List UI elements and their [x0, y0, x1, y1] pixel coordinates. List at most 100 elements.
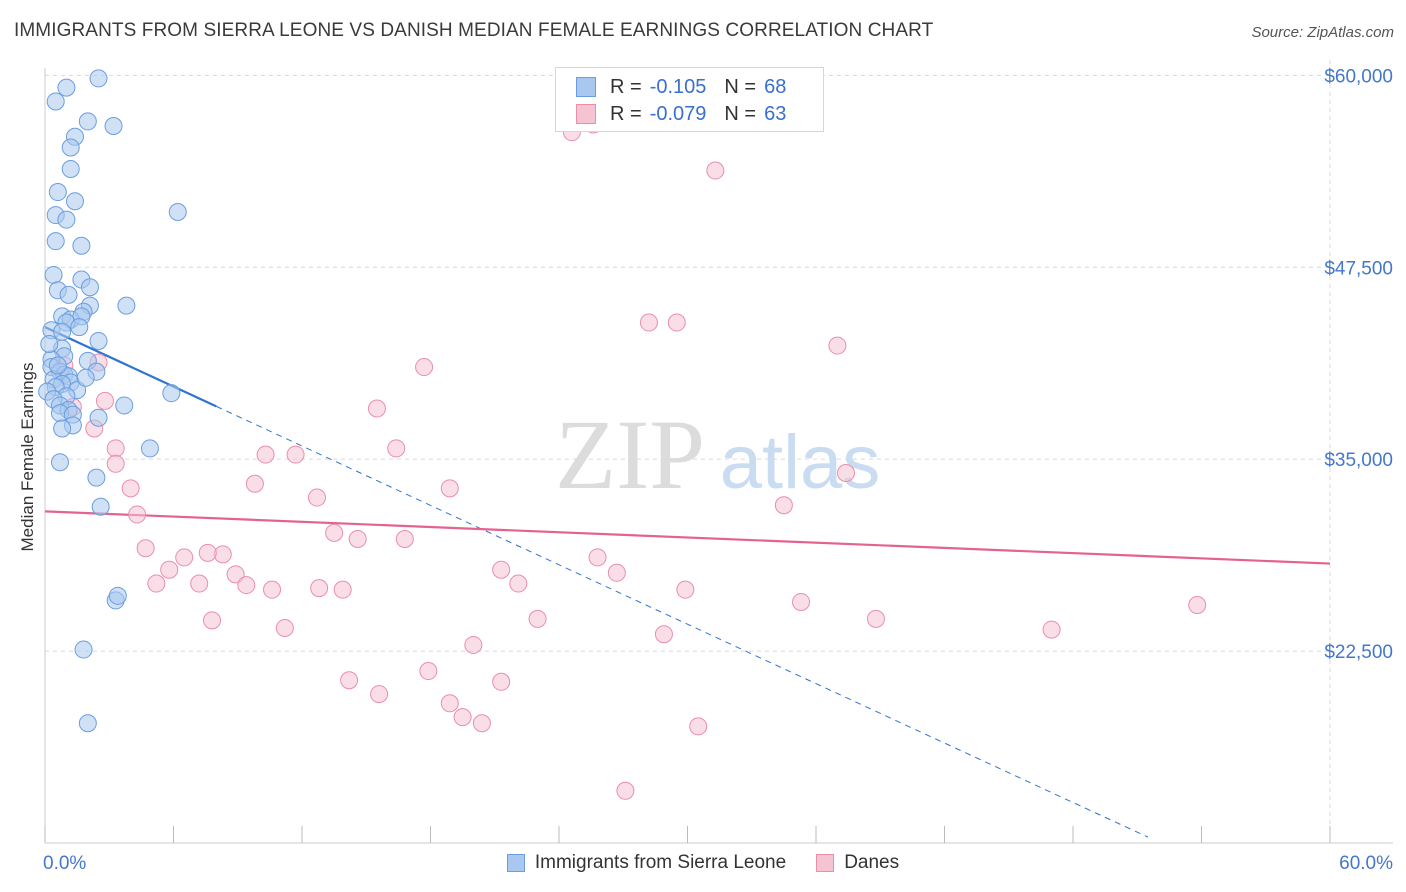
data-point-danes [676, 580, 695, 599]
y-tick-label: $22,500 [1324, 642, 1393, 663]
data-point-danes [464, 635, 483, 654]
data-point-sierra-leone [46, 232, 65, 251]
legend-label-sierra-leone: Immigrants from Sierra Leone [534, 852, 787, 873]
data-point-sierra-leone [117, 296, 136, 315]
n-label: N = [724, 75, 757, 98]
danes-points [55, 115, 1207, 800]
r-label: R = [610, 102, 642, 125]
data-point-sierra-leone [76, 368, 95, 387]
axes [44, 68, 1393, 844]
stats-row-pink: R = -0.079 N = 63 [576, 100, 786, 128]
data-point-sierra-leone [59, 285, 78, 304]
watermark-zip: ZIP [555, 399, 705, 510]
data-point-danes [333, 580, 352, 599]
data-point-danes [275, 619, 294, 638]
data-point-sierra-leone [50, 453, 69, 472]
data-point-danes [395, 530, 414, 549]
data-point-sierra-leone [65, 192, 84, 211]
data-point-sierra-leone [89, 331, 108, 350]
data-point-danes [828, 336, 847, 355]
data-point-sierra-leone [168, 202, 187, 221]
y-tick-label: $60,000 [1324, 66, 1393, 87]
data-point-danes [198, 543, 217, 562]
data-point-danes [286, 445, 305, 464]
r-label: R = [610, 75, 642, 98]
data-point-danes [203, 611, 222, 630]
n-value-blue: 68 [764, 75, 787, 98]
data-point-sierra-leone [91, 497, 110, 516]
data-point-danes [128, 505, 147, 524]
trend-line-danes [44, 510, 1331, 565]
sierra-leone-points [38, 69, 187, 733]
trend-line-sierra-leone [44, 326, 217, 408]
source-label: Source: ZipAtlas.com [1251, 24, 1394, 41]
data-point-sierra-leone [61, 160, 80, 179]
data-point-sierra-leone [74, 640, 93, 659]
data-point-danes [492, 560, 511, 579]
data-point-danes [415, 358, 434, 377]
data-point-sierra-leone [44, 265, 63, 284]
data-point-sierra-leone [48, 356, 67, 375]
data-point-danes [136, 539, 155, 558]
stats-legend: R = -0.105 N = 68 R = -0.079 N = 63 [555, 67, 824, 132]
r-value-blue: -0.105 [649, 75, 707, 98]
data-point-sierra-leone [78, 714, 97, 733]
data-point-danes [106, 439, 125, 458]
x-tick-label: 0.0% [43, 853, 86, 874]
data-point-danes [528, 609, 547, 628]
data-point-sierra-leone [80, 278, 99, 297]
data-point-sierra-leone [70, 318, 89, 337]
data-point-danes [836, 463, 855, 482]
watermark: ZIP atlas [555, 399, 880, 510]
data-point-danes [639, 313, 658, 332]
pink-swatch [576, 104, 596, 124]
stats-row-blue: R = -0.105 N = 68 [576, 73, 786, 101]
data-point-sierra-leone [53, 322, 72, 341]
data-point-danes [307, 488, 326, 507]
bottom-legend: Immigrants from Sierra Leone Danes [0, 852, 1406, 874]
legend-label-danes: Danes [844, 852, 900, 873]
blue-swatch [576, 77, 596, 97]
data-point-danes [213, 545, 232, 564]
data-point-danes [237, 576, 256, 595]
data-point-sierra-leone [46, 92, 65, 111]
data-point-danes [588, 548, 607, 567]
y-axis-label: Median Female Earnings [18, 363, 37, 552]
legend-item-sierra-leone[interactable]: Immigrants from Sierra Leone [506, 852, 787, 874]
data-point-danes [667, 313, 686, 332]
n-label: N = [724, 102, 757, 125]
data-point-danes [1042, 620, 1061, 639]
data-point-danes [616, 781, 635, 800]
data-point-danes [370, 685, 389, 704]
data-point-sierra-leone [89, 408, 108, 427]
data-point-danes [348, 530, 367, 549]
r-value-pink: -0.079 [649, 102, 707, 125]
data-point-sierra-leone [48, 183, 67, 202]
data-point-sierra-leone [78, 112, 97, 131]
y-tick-label: $35,000 [1324, 450, 1393, 471]
data-point-danes [190, 574, 209, 593]
data-point-danes [226, 565, 245, 584]
data-point-danes [106, 454, 125, 473]
data-point-sierra-leone [162, 384, 181, 403]
data-point-sierra-leone [57, 210, 76, 229]
data-point-danes [325, 523, 344, 542]
data-point-danes [1188, 596, 1207, 615]
data-point-danes [147, 574, 166, 593]
data-point-danes [654, 625, 673, 644]
data-point-danes [310, 579, 329, 598]
data-point-danes [689, 717, 708, 736]
chart-title: IMMIGRANTS FROM SIERRA LEONE VS DANISH M… [14, 20, 934, 41]
data-point-danes [706, 161, 725, 180]
data-point-danes [509, 574, 528, 593]
data-point-danes [453, 708, 472, 727]
trend-lines [44, 326, 1331, 838]
data-point-sierra-leone [104, 117, 123, 136]
data-point-sierra-leone [87, 468, 106, 487]
legend-item-danes[interactable]: Danes [816, 852, 899, 874]
data-point-danes [245, 474, 264, 493]
data-point-danes [387, 439, 406, 458]
data-point-sierra-leone [40, 335, 59, 354]
x-tick-label: 60.0% [1339, 853, 1393, 874]
